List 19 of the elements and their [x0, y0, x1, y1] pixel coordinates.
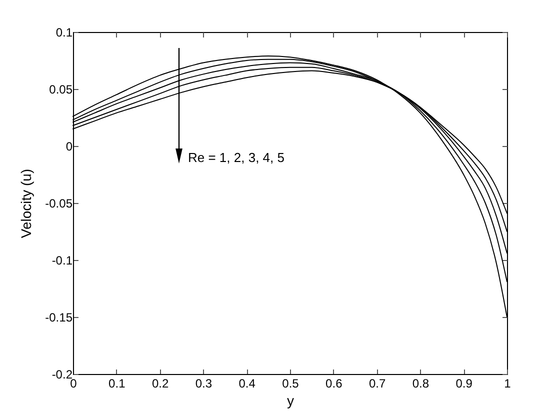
y-tick-label: -0.15 — [45, 310, 73, 324]
x-tick-label: 0.5 — [282, 376, 300, 390]
x-tick-label: 1 — [504, 376, 512, 390]
x-tick-label: 0.8 — [412, 376, 430, 390]
x-tick-label: 0.7 — [368, 376, 386, 390]
y-axis-title: Velocity (u) — [18, 168, 34, 238]
x-tick-label: 0.6 — [326, 376, 343, 390]
y-tick-label: 0 — [66, 140, 73, 154]
y-tick-label: -0.1 — [52, 254, 73, 268]
x-tick-label: 0.9 — [456, 376, 473, 390]
y-tick-label: 0.1 — [56, 26, 73, 40]
x-tick-label: 0.1 — [108, 376, 126, 390]
x-tick-label: 0.4 — [238, 376, 256, 390]
x-axis-title: y — [287, 392, 294, 408]
x-tick-label: 0.3 — [195, 376, 212, 390]
annotation: Re = 1, 2, 3, 4, 5 — [188, 150, 284, 165]
y-tick-label: 0.05 — [49, 82, 73, 96]
x-tick-label: 0.2 — [152, 376, 169, 390]
y-tick-label: -0.05 — [45, 196, 73, 210]
